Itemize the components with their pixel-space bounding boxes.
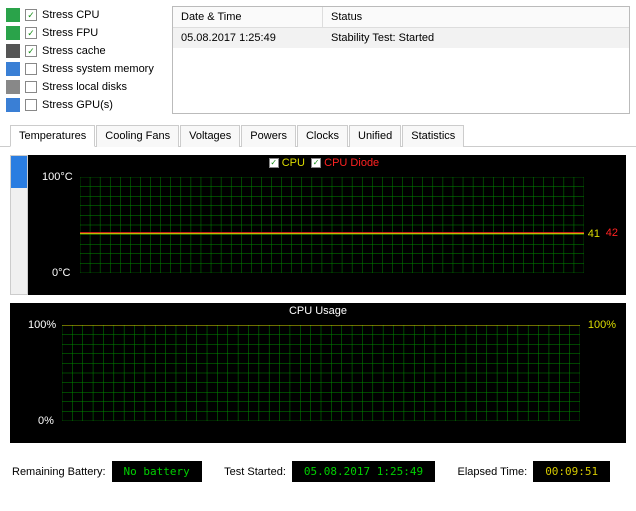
log-header-datetime: Date & Time	[173, 7, 323, 27]
stress-label: Stress GPU(s)	[42, 99, 113, 111]
legend-label: CPU	[282, 157, 305, 169]
stress-options-panel: ✓ Stress CPU ✓ Stress FPU ✓ Stress cache Stres…	[6, 6, 166, 114]
elapsed-label: Elapsed Time:	[457, 466, 527, 478]
battery-label: Remaining Battery:	[12, 466, 106, 478]
temp-current-value: 41	[588, 228, 600, 240]
stress-label: Stress system memory	[42, 63, 154, 75]
stress-icon	[6, 62, 20, 76]
tab-unified[interactable]: Unified	[349, 125, 401, 147]
temp-ylabel-top: 100°C	[42, 171, 73, 183]
stress-icon	[6, 8, 20, 22]
usage-ylabel-top: 100%	[28, 319, 56, 331]
cpu-usage-chart: CPU Usage 100% 0% 100%	[10, 303, 626, 443]
temperature-chart: ✓ CPU ✓ CPU Diode 100°C 0°C 41 42	[28, 155, 626, 295]
stress-checkbox[interactable]	[25, 99, 37, 111]
stress-checkbox[interactable]: ✓	[25, 9, 37, 21]
elapsed-value: 00:09:51	[533, 461, 610, 482]
stress-label: Stress local disks	[42, 81, 127, 93]
tab-clocks[interactable]: Clocks	[297, 125, 348, 147]
legend-checkbox[interactable]: ✓	[269, 158, 279, 168]
tab-statistics[interactable]: Statistics	[402, 125, 464, 147]
stress-checkbox[interactable]: ✓	[25, 27, 37, 39]
test-started-value: 05.08.2017 1:25:49	[292, 461, 435, 482]
chart-sensor-list[interactable]	[10, 155, 28, 295]
temp-ylabel-bot: 0°C	[52, 267, 70, 279]
tab-cooling-fans[interactable]: Cooling Fans	[96, 125, 179, 147]
tab-temperatures[interactable]: Temperatures	[10, 125, 95, 147]
stress-label: Stress cache	[42, 45, 106, 57]
status-bar: Remaining Battery: No battery Test Start…	[0, 451, 636, 488]
usage-current-value: 100%	[588, 319, 616, 331]
usage-ylabel-bot: 0%	[38, 415, 54, 427]
temp-current-value: 42	[606, 227, 618, 239]
battery-value: No battery	[112, 461, 202, 482]
legend-label: CPU Diode	[324, 157, 379, 169]
usage-chart-title: CPU Usage	[10, 305, 626, 317]
stress-icon	[6, 26, 20, 40]
test-started-label: Test Started:	[224, 466, 286, 478]
stress-checkbox[interactable]	[25, 81, 37, 93]
chart-tabs: TemperaturesCooling FansVoltagesPowersCl…	[0, 124, 636, 147]
stress-checkbox[interactable]: ✓	[25, 45, 37, 57]
tab-voltages[interactable]: Voltages	[180, 125, 240, 147]
stress-checkbox[interactable]	[25, 63, 37, 75]
stress-label: Stress FPU	[42, 27, 98, 39]
stress-icon	[6, 44, 20, 58]
legend-checkbox[interactable]: ✓	[311, 158, 321, 168]
log-header-status: Status	[323, 7, 629, 27]
event-log: Date & Time Status 05.08.2017 1:25:49Sta…	[172, 6, 630, 114]
stress-icon	[6, 80, 20, 94]
tab-powers[interactable]: Powers	[241, 125, 296, 147]
log-row[interactable]: 05.08.2017 1:25:49Stability Test: Starte…	[173, 28, 629, 48]
stress-label: Stress CPU	[42, 9, 99, 21]
stress-icon	[6, 98, 20, 112]
